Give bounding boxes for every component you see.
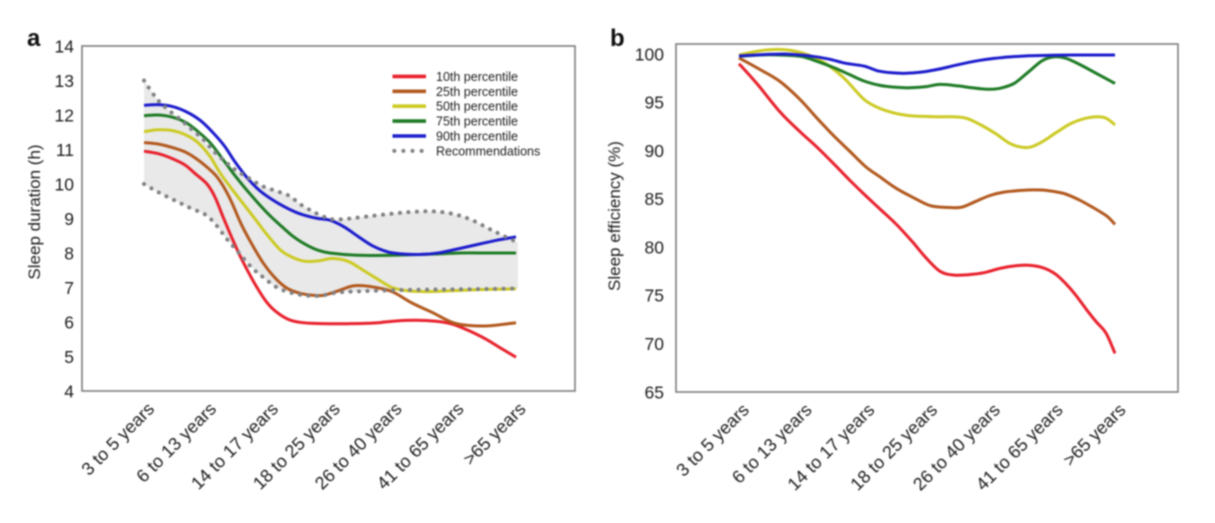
svg-text:90th percentile: 90th percentile: [436, 130, 518, 144]
svg-text:7: 7: [64, 278, 74, 298]
svg-text:>65 years: >65 years: [1059, 400, 1129, 470]
svg-text:80: 80: [645, 237, 665, 257]
svg-text:90: 90: [645, 141, 665, 161]
svg-text:>65 years: >65 years: [459, 399, 529, 469]
svg-text:14: 14: [55, 36, 75, 56]
svg-text:5: 5: [64, 347, 74, 367]
svg-text:25th percentile: 25th percentile: [436, 85, 518, 99]
svg-text:75: 75: [645, 286, 664, 306]
svg-text:Recommendations: Recommendations: [436, 144, 540, 158]
svg-text:85: 85: [645, 189, 664, 209]
svg-text:13: 13: [55, 71, 74, 91]
svg-text:Sleep duration (h): Sleep duration (h): [25, 144, 44, 279]
svg-text:6: 6: [64, 312, 74, 332]
svg-text:95: 95: [645, 93, 664, 113]
svg-text:10: 10: [55, 174, 75, 194]
svg-text:70: 70: [645, 334, 665, 354]
svg-text:10th percentile: 10th percentile: [436, 70, 518, 84]
svg-text:50th percentile: 50th percentile: [436, 100, 518, 114]
svg-text:b: b: [610, 25, 625, 52]
svg-text:8: 8: [64, 243, 74, 263]
svg-text:9: 9: [64, 209, 74, 229]
svg-text:a: a: [27, 25, 41, 52]
svg-text:100: 100: [635, 44, 664, 64]
svg-text:Sleep efficiency (%): Sleep efficiency (%): [605, 141, 624, 291]
svg-text:4: 4: [64, 381, 74, 401]
svg-text:11: 11: [56, 140, 74, 160]
svg-text:75th percentile: 75th percentile: [436, 115, 518, 129]
svg-text:12: 12: [55, 105, 74, 125]
svg-text:65: 65: [645, 382, 664, 402]
